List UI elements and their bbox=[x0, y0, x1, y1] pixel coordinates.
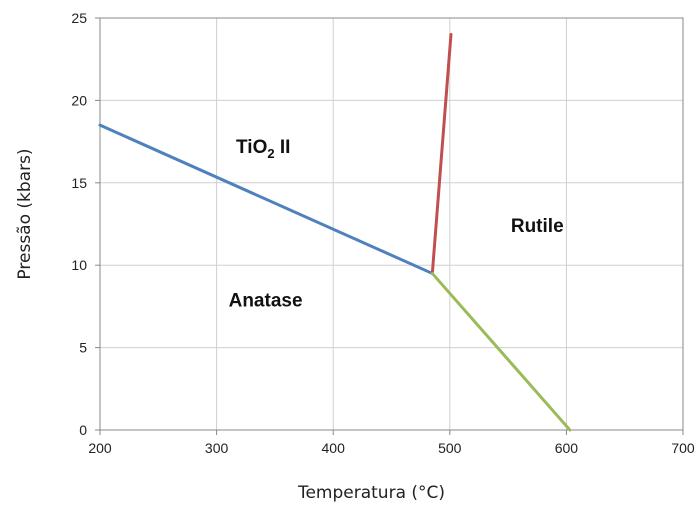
phase-boundary-line-1 bbox=[98, 123, 434, 275]
x-axis-title: Temperatura (°C) bbox=[297, 483, 445, 503]
y-tick-label: 15 bbox=[71, 175, 87, 191]
region-label: TiO2 II bbox=[236, 137, 290, 161]
x-tick-label: 500 bbox=[438, 440, 462, 456]
y-tick-label: 10 bbox=[71, 257, 87, 273]
series-lines bbox=[98, 32, 572, 432]
y-tick-label: 0 bbox=[79, 422, 87, 438]
grid bbox=[99, 17, 684, 431]
phase-boundary-line-2 bbox=[430, 32, 453, 275]
region-label: Rutile bbox=[511, 216, 564, 237]
x-axis-ticks: 200 300 400 500 600 700 bbox=[88, 430, 695, 456]
y-tick-label: 5 bbox=[79, 340, 87, 356]
x-tick-label: 300 bbox=[205, 440, 229, 456]
phase-boundary-line-3 bbox=[430, 271, 572, 432]
x-tick-label: 600 bbox=[555, 440, 579, 456]
region-label-text: TiO bbox=[236, 137, 267, 158]
x-tick-label: 400 bbox=[322, 440, 346, 456]
region-label-text: Rutile bbox=[511, 216, 564, 237]
x-tick-label: 200 bbox=[88, 440, 112, 456]
region-label-subscript: 2 bbox=[267, 146, 274, 161]
region-labels: TiO2 II Rutile Anatase bbox=[229, 137, 564, 311]
y-axis-title: Pressão (kbars) bbox=[15, 148, 35, 279]
x-tick-label: 700 bbox=[671, 440, 695, 456]
region-label: Anatase bbox=[229, 290, 303, 311]
plot-area bbox=[99, 17, 684, 431]
y-tick-label: 20 bbox=[71, 92, 87, 108]
region-label-text: Anatase bbox=[229, 290, 303, 311]
y-axis-ticks: 0 5 10 15 20 25 bbox=[71, 10, 100, 438]
region-label-suffix: II bbox=[275, 137, 291, 158]
y-tick-label: 25 bbox=[71, 10, 87, 26]
